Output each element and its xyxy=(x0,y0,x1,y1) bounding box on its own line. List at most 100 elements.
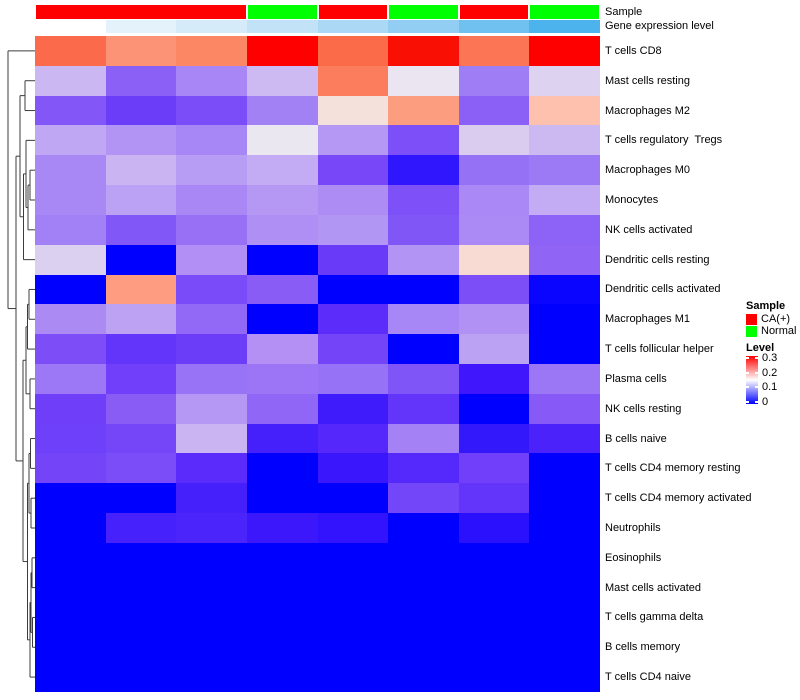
heatmap-cell xyxy=(458,602,530,633)
heatmap-cell xyxy=(105,185,177,215)
heatmap-cell xyxy=(105,513,177,543)
heatmap-row xyxy=(35,155,600,186)
heatmap-cell xyxy=(105,214,177,245)
heatmap-cell xyxy=(35,453,106,484)
heatmap-cell xyxy=(105,65,177,96)
heatmap-cell xyxy=(317,244,389,275)
heatmap-cell xyxy=(529,36,600,66)
heatmap-cell xyxy=(317,393,389,424)
row-label: B cells memory xyxy=(605,641,681,654)
heatmap-cell xyxy=(176,36,247,66)
heatmap-grid xyxy=(35,36,600,692)
heatmap-cell xyxy=(176,662,247,692)
heatmap-cell xyxy=(529,423,600,454)
heatmap-cell xyxy=(176,125,247,156)
heatmap-cell xyxy=(388,572,459,603)
sample-legend-item: CA(+) xyxy=(746,313,800,325)
row-label: B cells naive xyxy=(605,432,667,445)
heatmap-cell xyxy=(388,602,459,633)
heatmap-cell xyxy=(246,662,318,692)
heatmap-cell xyxy=(35,483,106,513)
level-tick-mark xyxy=(755,357,758,359)
heatmap-cell xyxy=(529,483,600,513)
heatmap-cell xyxy=(458,155,530,186)
heatmap-cell xyxy=(388,185,459,215)
level-tick-mark xyxy=(755,371,758,374)
heatmap-cell xyxy=(246,185,318,215)
heatmap-cell xyxy=(246,244,318,275)
level-tick-mark xyxy=(746,371,749,374)
gene-expression-annotation-cell xyxy=(35,20,106,33)
heatmap-row xyxy=(35,304,600,335)
heatmap-cell xyxy=(105,244,177,275)
sample-annotation-block xyxy=(318,5,388,19)
row-label: Macrophages M1 xyxy=(605,313,690,326)
heatmap-cell xyxy=(317,453,389,484)
heatmap-cell xyxy=(388,483,459,513)
legend-swatch xyxy=(746,325,757,337)
heatmap-cell xyxy=(105,304,177,335)
heatmap-cell xyxy=(529,244,600,275)
legend: Sample CA(+) Normal Level 0.3 0.2 0.1 0 xyxy=(746,300,800,408)
heatmap-cell xyxy=(388,65,459,96)
heatmap-cell xyxy=(105,542,177,573)
row-label: T cells regulatory Tregs xyxy=(605,134,723,147)
heatmap-cell xyxy=(458,483,530,513)
heatmap-cell xyxy=(529,95,600,126)
heatmap-cell xyxy=(176,453,247,484)
heatmap-cell xyxy=(35,214,106,245)
heatmap-cell xyxy=(458,36,530,66)
heatmap-cell xyxy=(458,542,530,573)
heatmap-cell xyxy=(458,513,530,543)
heatmap-cell xyxy=(105,393,177,424)
heatmap-cell xyxy=(246,572,318,603)
heatmap-cell xyxy=(35,662,106,692)
row-label: T cells CD4 memory resting xyxy=(605,462,741,475)
heatmap-cell xyxy=(246,423,318,454)
heatmap-cell xyxy=(176,185,247,215)
heatmap-row xyxy=(35,334,600,364)
heatmap-cell xyxy=(246,393,318,424)
sample-annotation-block xyxy=(389,5,458,19)
heatmap-cell xyxy=(105,95,177,126)
heatmap-cell xyxy=(176,274,247,305)
sample-legend-item: Normal xyxy=(746,325,800,337)
level-tick-mark xyxy=(746,401,749,403)
heatmap-cell xyxy=(388,36,459,66)
row-label: T cells follicular helper xyxy=(605,343,714,356)
gene-expression-annotation-bar xyxy=(35,20,600,33)
row-label: NK cells resting xyxy=(605,402,682,415)
heatmap-cell xyxy=(35,304,106,335)
gene-expression-annotation-cell xyxy=(105,20,177,33)
heatmap-cell xyxy=(246,304,318,335)
heatmap-cell xyxy=(529,453,600,484)
legend-swatch xyxy=(746,313,757,325)
heatmap-cell xyxy=(529,393,600,424)
heatmap-row xyxy=(35,662,600,692)
heatmap-cell xyxy=(529,125,600,156)
heatmap-cell xyxy=(35,513,106,543)
heatmap-cell xyxy=(105,572,177,603)
heatmap-cell xyxy=(105,483,177,513)
heatmap-cell xyxy=(176,244,247,275)
heatmap-cell xyxy=(317,95,389,126)
heatmap-cell xyxy=(35,423,106,454)
heatmap-cell xyxy=(458,363,530,394)
heatmap-cell xyxy=(458,632,530,663)
heatmap-cell xyxy=(246,95,318,126)
row-label: T cells CD4 memory activated xyxy=(605,492,752,505)
heatmap-cell xyxy=(388,304,459,335)
heatmap-cell xyxy=(317,483,389,513)
gene-expression-annotation-cell xyxy=(176,20,247,33)
row-label: Dendritic cells activated xyxy=(605,283,721,296)
heatmap-cell xyxy=(246,602,318,633)
heatmap-cell xyxy=(246,155,318,186)
heatmap-row xyxy=(35,572,600,603)
heatmap-cell xyxy=(246,483,318,513)
heatmap-cell xyxy=(317,513,389,543)
gene-expression-annotation-cell xyxy=(529,20,600,33)
heatmap-cell xyxy=(246,632,318,663)
heatmap-cell xyxy=(105,155,177,186)
row-label: Mast cells resting xyxy=(605,74,690,87)
heatmap-row xyxy=(35,274,600,305)
